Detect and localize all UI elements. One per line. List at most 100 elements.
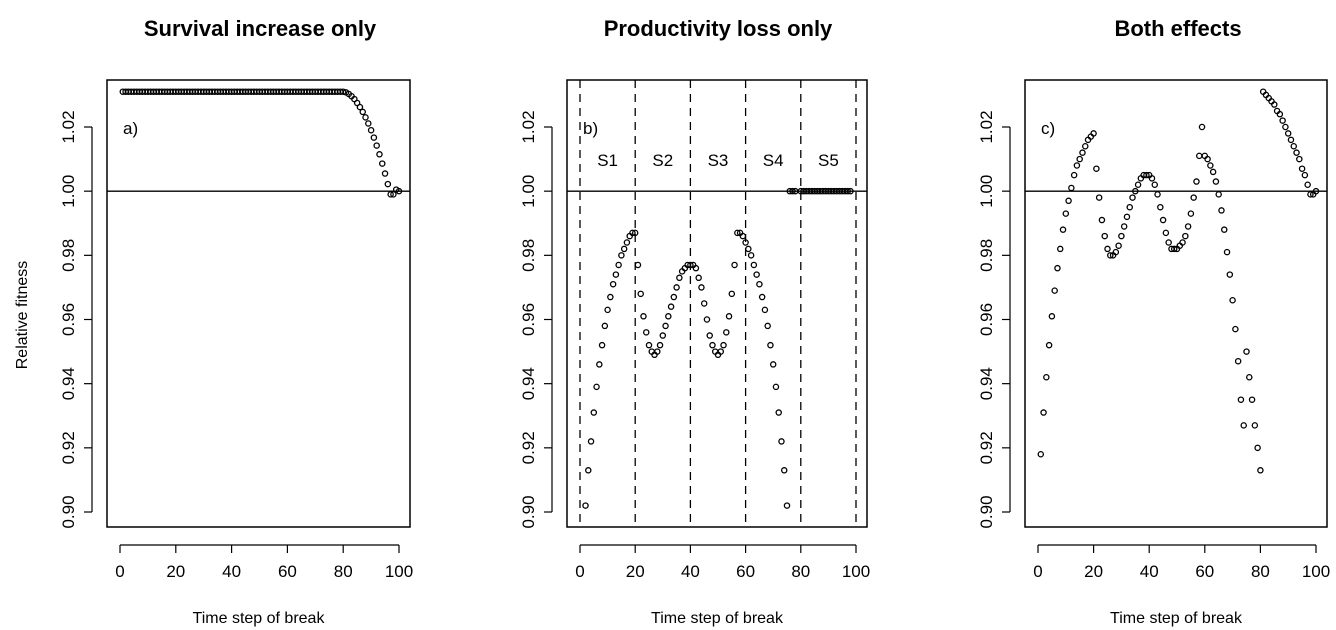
plot-frame	[1024, 79, 1328, 528]
data-point	[1162, 229, 1170, 237]
data-point	[1129, 194, 1136, 201]
data-point	[723, 329, 730, 336]
y-tick-label: 0.92	[519, 431, 538, 464]
data-point	[1104, 245, 1111, 253]
data-point	[756, 280, 763, 288]
data-point	[1298, 165, 1306, 172]
x-tick-label: 60	[1195, 562, 1214, 581]
data-point	[642, 329, 650, 336]
y-tick-label: 1.02	[59, 110, 78, 143]
data-point	[665, 313, 672, 320]
data-point	[1151, 181, 1159, 188]
data-point	[634, 261, 642, 269]
data-point	[607, 293, 614, 301]
data-point	[631, 229, 639, 237]
data-point	[695, 274, 702, 282]
data-point	[381, 170, 389, 177]
data-point	[747, 252, 755, 259]
data-point	[1251, 422, 1259, 429]
data-point	[1037, 450, 1045, 458]
x-tick-label: 80	[791, 562, 810, 581]
data-point	[739, 232, 747, 240]
data-point	[596, 361, 603, 368]
data-point	[667, 303, 675, 310]
data-point	[758, 293, 766, 301]
x-tick-label: 80	[1251, 562, 1270, 581]
data-point	[775, 409, 782, 416]
data-point	[1068, 184, 1075, 192]
y-tick-label: 0.98	[59, 239, 78, 272]
data-point	[1232, 325, 1239, 333]
y-tick-label: 0.98	[977, 239, 996, 272]
data-point	[1090, 130, 1097, 137]
data-point	[1112, 248, 1120, 256]
data-point	[703, 316, 711, 323]
data-point	[1246, 373, 1253, 381]
data-point	[1276, 110, 1284, 118]
panel-label: c)	[1041, 119, 1055, 138]
y-tick-label: 0.90	[519, 495, 538, 528]
data-point	[662, 322, 669, 330]
data-point	[359, 108, 366, 116]
data-point	[1284, 130, 1292, 137]
x-tick-label: 60	[278, 562, 297, 581]
data-point	[772, 383, 780, 391]
x-tick-label: 0	[1033, 562, 1042, 581]
data-point	[637, 290, 644, 298]
y-tick-label: 0.90	[59, 495, 78, 528]
y-tick-label: 1.02	[977, 110, 996, 143]
data-point	[1115, 242, 1122, 249]
x-tick-label: 80	[334, 562, 353, 581]
y-tick-label: 0.96	[977, 303, 996, 336]
data-point	[582, 502, 589, 509]
data-point	[1312, 187, 1320, 195]
data-point	[1054, 264, 1061, 272]
data-point	[629, 229, 636, 237]
data-point	[676, 274, 683, 282]
data-point	[601, 322, 609, 330]
data-point	[598, 341, 606, 349]
data-point	[1073, 162, 1081, 169]
x-axis-label: Time step of break	[651, 610, 784, 627]
data-point	[373, 142, 380, 149]
segment-label: S4	[763, 151, 784, 170]
x-axis-label: Time step of break	[1110, 610, 1243, 627]
y-tick-label: 0.90	[977, 495, 996, 528]
data-point	[753, 271, 760, 278]
data-point	[590, 409, 598, 416]
data-point	[1296, 155, 1303, 163]
data-point	[1045, 341, 1053, 349]
data-point	[593, 383, 600, 391]
y-tick-label: 1.02	[519, 110, 538, 143]
data-point	[706, 332, 713, 339]
data-point	[367, 126, 375, 134]
data-point	[1271, 101, 1278, 108]
data-point	[1190, 194, 1197, 201]
data-point	[764, 322, 771, 330]
data-point	[1193, 178, 1200, 185]
data-point	[1132, 187, 1139, 195]
data-point	[1098, 216, 1106, 224]
x-tick-label: 0	[575, 562, 584, 581]
data-point	[395, 187, 403, 195]
data-point	[1107, 252, 1114, 259]
data-point	[1123, 213, 1131, 221]
data-point	[1179, 239, 1186, 246]
y-tick-label: 0.96	[519, 303, 538, 336]
panel-title: Both effects	[1114, 16, 1241, 41]
data-point	[1065, 197, 1072, 205]
x-tick-label: 40	[1140, 562, 1159, 581]
data-point	[1223, 248, 1231, 256]
data-point	[1170, 245, 1178, 253]
data-point	[1182, 232, 1189, 240]
data-point	[1240, 422, 1247, 429]
data-point	[1304, 181, 1311, 188]
data-point	[1118, 232, 1125, 240]
x-tick-label: 20	[166, 562, 185, 581]
y-axis-label: Relative fitness	[14, 261, 31, 370]
data-point	[1209, 168, 1217, 176]
data-point	[1051, 287, 1058, 294]
data-point	[659, 332, 667, 339]
data-point	[750, 261, 758, 269]
